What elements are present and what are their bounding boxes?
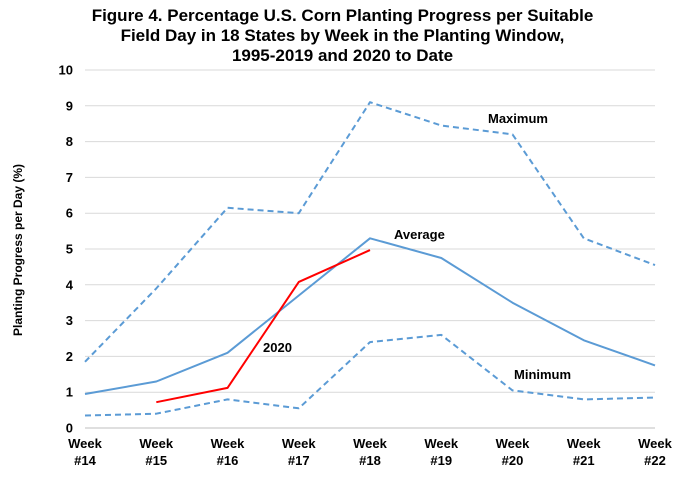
x-tick-label: Week #19 (424, 436, 458, 468)
y-tick-label: 4 (66, 277, 74, 292)
y-tick-label: 6 (66, 206, 73, 221)
chart-title-line-2: Field Day in 18 States by Week in the Pl… (120, 26, 565, 45)
chart-title-line-3: 1995-2019 and 2020 to Date (231, 46, 454, 65)
series-line-average (84, 237, 656, 395)
x-tick-label: Week #14 (68, 436, 102, 468)
y-tick-label: 1 (66, 385, 73, 400)
chart-title: Figure 4. Percentage U.S. Corn Planting … (0, 6, 685, 66)
series-line-minimum (84, 333, 656, 417)
y-tick-label: 10 (59, 63, 73, 78)
y-tick-label: 9 (66, 98, 73, 113)
x-tick-label: Week #18 (353, 436, 387, 468)
series-label-minimum: Minimum (514, 367, 571, 382)
y-tick-label: 2 (66, 349, 73, 364)
y-tick-label: 5 (66, 242, 73, 257)
x-tick-label: Week #21 (567, 436, 601, 468)
series-line-maximum (84, 101, 656, 363)
chart-title-line-1: Figure 4. Percentage U.S. Corn Planting … (91, 6, 594, 25)
y-tick-label: 0 (66, 421, 73, 436)
y-tick-label: 7 (66, 170, 73, 185)
x-tick-label: Week #20 (496, 436, 530, 468)
x-tick-label: Week #16 (211, 436, 245, 468)
series-line-2020 (156, 249, 371, 404)
x-tick-label: Week #17 (282, 436, 316, 468)
series-label-2020: 2020 (263, 340, 292, 355)
x-tick-label: Week #15 (139, 436, 173, 468)
x-tick-label: Week #22 (638, 436, 672, 468)
series-label-maximum: Maximum (488, 111, 548, 126)
series-label-average: Average (394, 227, 445, 242)
y-tick-label: 3 (66, 313, 73, 328)
y-tick-label: 8 (66, 134, 73, 149)
